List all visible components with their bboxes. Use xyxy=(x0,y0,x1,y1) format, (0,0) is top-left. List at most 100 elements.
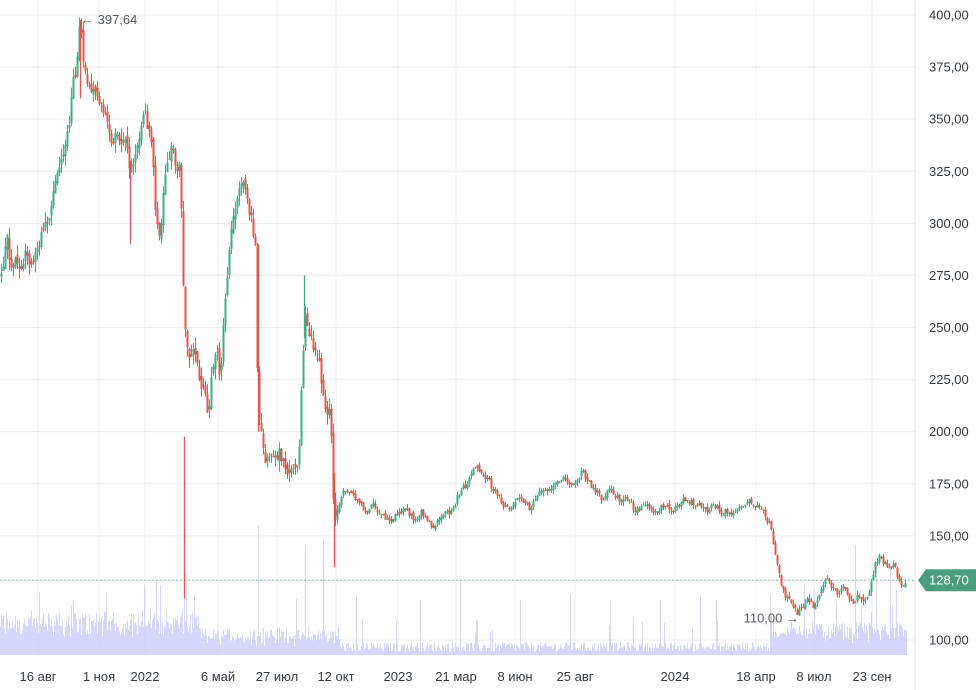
candle-body xyxy=(732,512,735,516)
volume-bar xyxy=(251,645,252,655)
grid-lines xyxy=(0,0,916,690)
candle-body xyxy=(210,376,213,410)
candle-body xyxy=(814,604,817,610)
candle-body xyxy=(740,506,743,509)
volume-bar xyxy=(850,628,851,655)
candle-body xyxy=(298,446,301,465)
candle-body xyxy=(150,130,153,143)
candle-body xyxy=(380,514,383,516)
candle-body xyxy=(212,366,215,374)
candle-body xyxy=(652,509,655,513)
volume-bar xyxy=(814,590,815,655)
volume-bar xyxy=(516,644,517,655)
volume-bar xyxy=(32,625,33,655)
candle-body xyxy=(16,254,19,264)
candle-body xyxy=(220,363,223,371)
volume-bar xyxy=(885,624,886,655)
volume-bar xyxy=(231,640,232,655)
volume-bar xyxy=(562,648,563,655)
candle-body xyxy=(534,498,537,501)
volume-bar xyxy=(758,644,759,655)
candle-body xyxy=(464,484,467,488)
candle-body xyxy=(218,347,221,375)
candle-body xyxy=(460,490,463,496)
volume-bar xyxy=(354,649,355,655)
candle-body xyxy=(710,504,713,509)
candle-body xyxy=(296,465,299,467)
volume-bar xyxy=(446,649,447,655)
candle-body xyxy=(608,488,611,491)
volume-bar xyxy=(842,622,843,655)
volume-bar xyxy=(152,620,153,655)
volume-bar xyxy=(630,651,631,655)
volume-bar xyxy=(237,633,238,655)
volume-bar xyxy=(808,633,809,655)
volume-bar xyxy=(376,647,377,655)
volume-bar xyxy=(414,650,415,655)
volume-bar xyxy=(384,642,385,655)
volume-bar xyxy=(677,645,678,655)
volume-bar xyxy=(700,595,701,655)
volume-bar xyxy=(485,646,486,655)
candle-body xyxy=(384,512,387,520)
volume-bar xyxy=(481,650,482,655)
volume-bar xyxy=(771,615,772,655)
candle-body xyxy=(448,509,451,515)
volume-bar xyxy=(827,635,828,655)
candle-body xyxy=(148,125,151,131)
volume-bars xyxy=(0,525,907,655)
volume-bar xyxy=(774,637,775,655)
volume-bar xyxy=(249,640,250,655)
candle-body xyxy=(880,557,883,559)
volume-bar xyxy=(628,642,629,655)
candle-body xyxy=(720,510,723,515)
candle-body xyxy=(538,491,541,496)
candle-body xyxy=(376,509,379,512)
volume-bar xyxy=(135,622,136,655)
volume-bar xyxy=(686,648,687,655)
candle-body xyxy=(304,315,307,348)
candle-body xyxy=(214,354,217,370)
volume-bar xyxy=(904,629,905,655)
candle-body xyxy=(246,188,249,200)
candle-body xyxy=(706,507,709,513)
volume-bar xyxy=(546,644,547,655)
volume-bar xyxy=(82,613,83,655)
volume-bar xyxy=(92,621,93,655)
candle-body xyxy=(548,488,551,492)
candle-body xyxy=(292,468,295,470)
candle-body xyxy=(858,595,861,597)
volume-bar xyxy=(652,643,653,655)
volume-bar xyxy=(604,646,605,655)
candle-body xyxy=(714,505,717,508)
volume-bar xyxy=(610,600,611,655)
volume-bar xyxy=(606,642,607,655)
volume-bar xyxy=(825,640,826,655)
volume-bar xyxy=(421,651,422,655)
volume-bar xyxy=(650,648,651,655)
candle-body xyxy=(264,451,267,464)
volume-bar xyxy=(738,645,739,655)
volume-bar xyxy=(38,632,39,655)
volume-bar xyxy=(131,614,132,655)
candle-body xyxy=(300,390,303,446)
volume-bar xyxy=(890,565,891,655)
volume-bar xyxy=(25,624,26,655)
volume-bar xyxy=(534,651,535,655)
volume-bar xyxy=(812,621,813,655)
candle-body xyxy=(130,164,133,172)
volume-bar xyxy=(261,643,262,655)
volume-bar xyxy=(320,633,321,655)
volume-bar xyxy=(372,645,373,655)
volume-bar xyxy=(91,621,92,655)
candle-body xyxy=(354,493,357,500)
volume-bar xyxy=(801,634,802,655)
volume-bar xyxy=(699,643,700,655)
volume-bar xyxy=(518,646,519,655)
volume-bar xyxy=(263,628,264,655)
volume-bar xyxy=(802,635,803,655)
volume-bar xyxy=(740,647,741,655)
volume-bar xyxy=(557,650,558,655)
volume-bar xyxy=(43,613,44,655)
